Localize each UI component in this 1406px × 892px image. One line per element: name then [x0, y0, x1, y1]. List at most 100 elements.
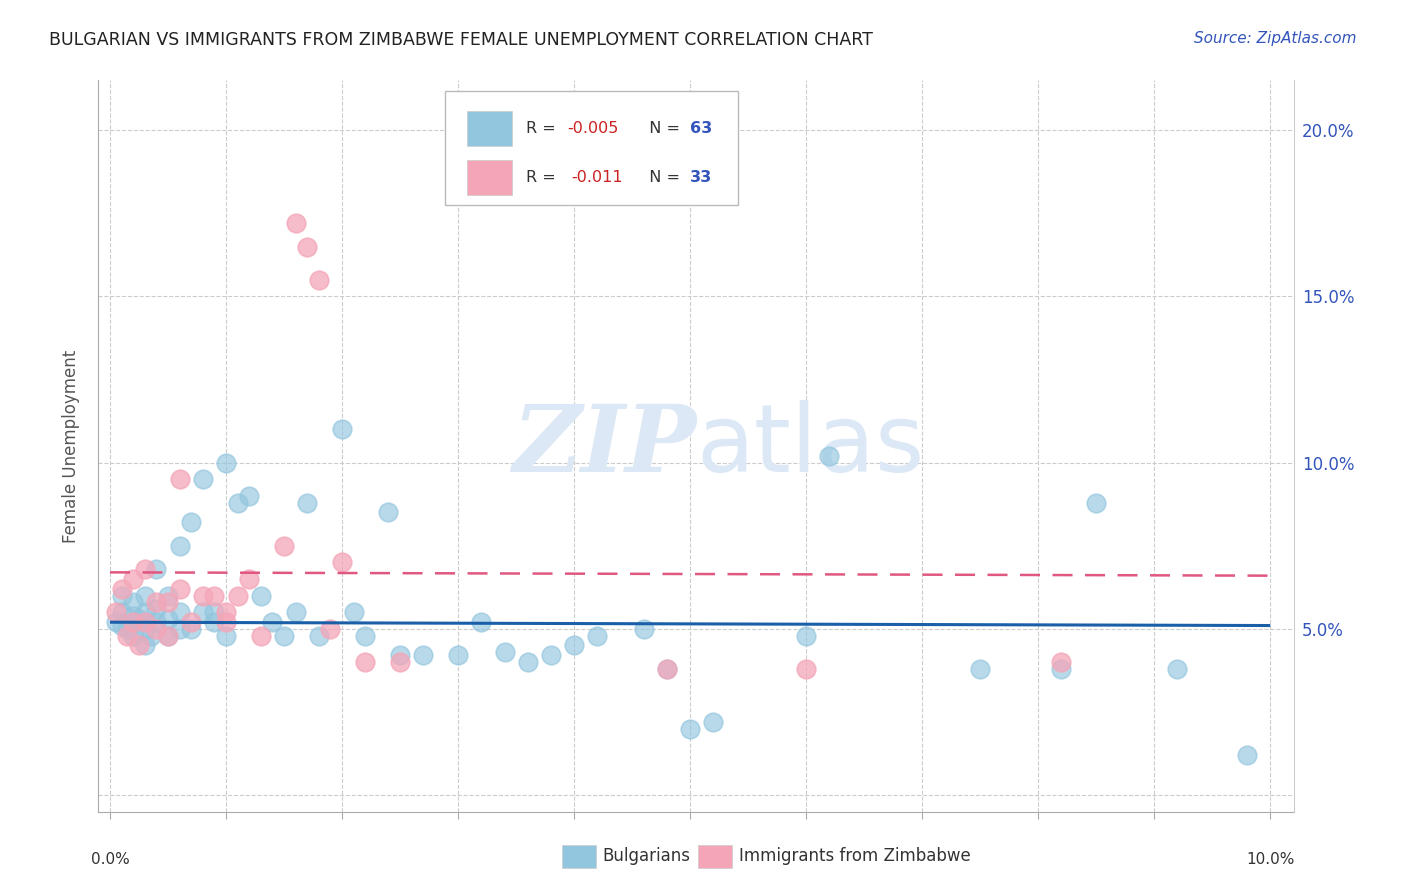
Point	[297, 495, 319, 509]
Bar	[562, 845, 596, 868]
Text: 63: 63	[690, 121, 713, 136]
Point	[204, 589, 226, 603]
Bar	[467, 112, 512, 146]
Point	[191, 605, 214, 619]
Point	[204, 605, 226, 619]
Point	[169, 472, 191, 486]
Point	[191, 589, 214, 603]
Point	[238, 572, 260, 586]
Point	[157, 589, 180, 603]
Point	[273, 539, 295, 553]
Point	[1050, 655, 1073, 669]
Point	[1050, 662, 1073, 676]
Text: Bulgarians: Bulgarians	[603, 847, 690, 865]
Point	[494, 645, 516, 659]
Point	[377, 506, 399, 520]
Point	[215, 605, 238, 619]
Point	[1236, 748, 1258, 763]
Point	[679, 722, 702, 736]
Point	[389, 655, 412, 669]
Point	[702, 714, 724, 729]
Point	[204, 615, 226, 630]
Text: R =: R =	[526, 170, 567, 186]
Point	[180, 615, 202, 630]
Point	[215, 456, 238, 470]
Point	[226, 495, 249, 509]
Text: 0.0%: 0.0%	[90, 852, 129, 867]
Point	[134, 622, 156, 636]
Point	[157, 628, 180, 642]
Point	[655, 662, 678, 676]
Point	[191, 472, 214, 486]
Point	[122, 628, 145, 642]
Point	[122, 595, 145, 609]
Point	[250, 589, 273, 603]
Text: -0.011: -0.011	[572, 170, 623, 186]
Point	[128, 612, 150, 626]
Bar	[467, 160, 512, 195]
Point	[250, 628, 273, 642]
Text: atlas: atlas	[696, 400, 924, 492]
Point	[139, 628, 162, 642]
Point	[134, 589, 156, 603]
Point	[145, 602, 167, 616]
Point	[262, 615, 284, 630]
Point	[180, 622, 202, 636]
Text: N =: N =	[638, 170, 685, 186]
Point	[284, 605, 307, 619]
Point	[134, 562, 156, 576]
Point	[117, 628, 139, 642]
Point	[308, 273, 330, 287]
FancyBboxPatch shape	[446, 91, 738, 204]
Point	[308, 628, 330, 642]
Point	[297, 239, 319, 253]
Point	[180, 516, 202, 530]
Point	[470, 615, 492, 630]
Bar	[699, 845, 733, 868]
Point	[104, 615, 127, 630]
Point	[540, 648, 562, 663]
Point	[226, 589, 249, 603]
Point	[104, 605, 127, 619]
Point	[117, 622, 139, 636]
Point	[516, 655, 538, 669]
Point	[284, 216, 307, 230]
Point	[128, 639, 150, 653]
Point	[145, 595, 167, 609]
Point	[169, 605, 191, 619]
Point	[1166, 662, 1188, 676]
Text: N =: N =	[638, 121, 685, 136]
Point	[354, 655, 377, 669]
Point	[169, 582, 191, 596]
Point	[169, 539, 191, 553]
Point	[111, 589, 134, 603]
Text: BULGARIAN VS IMMIGRANTS FROM ZIMBABWE FEMALE UNEMPLOYMENT CORRELATION CHART: BULGARIAN VS IMMIGRANTS FROM ZIMBABWE FE…	[49, 31, 873, 49]
Point	[134, 639, 156, 653]
Point	[134, 615, 156, 630]
Point	[238, 489, 260, 503]
Point	[157, 612, 180, 626]
Point	[319, 622, 342, 636]
Point	[157, 628, 180, 642]
Text: -0.005: -0.005	[567, 121, 619, 136]
Text: ZIP: ZIP	[512, 401, 696, 491]
Point	[145, 562, 167, 576]
Point	[562, 639, 585, 653]
Point	[818, 449, 841, 463]
Text: 33: 33	[690, 170, 713, 186]
Text: 10.0%: 10.0%	[1246, 852, 1295, 867]
Point	[412, 648, 434, 663]
Point	[169, 622, 191, 636]
Point	[330, 555, 353, 569]
Point	[330, 422, 353, 436]
Point	[343, 605, 366, 619]
Point	[794, 628, 817, 642]
Point	[122, 572, 145, 586]
Point	[273, 628, 295, 642]
Point	[111, 618, 134, 632]
Point	[354, 628, 377, 642]
Point	[389, 648, 412, 663]
Point	[794, 662, 817, 676]
Point	[145, 622, 167, 636]
Point	[111, 605, 134, 619]
